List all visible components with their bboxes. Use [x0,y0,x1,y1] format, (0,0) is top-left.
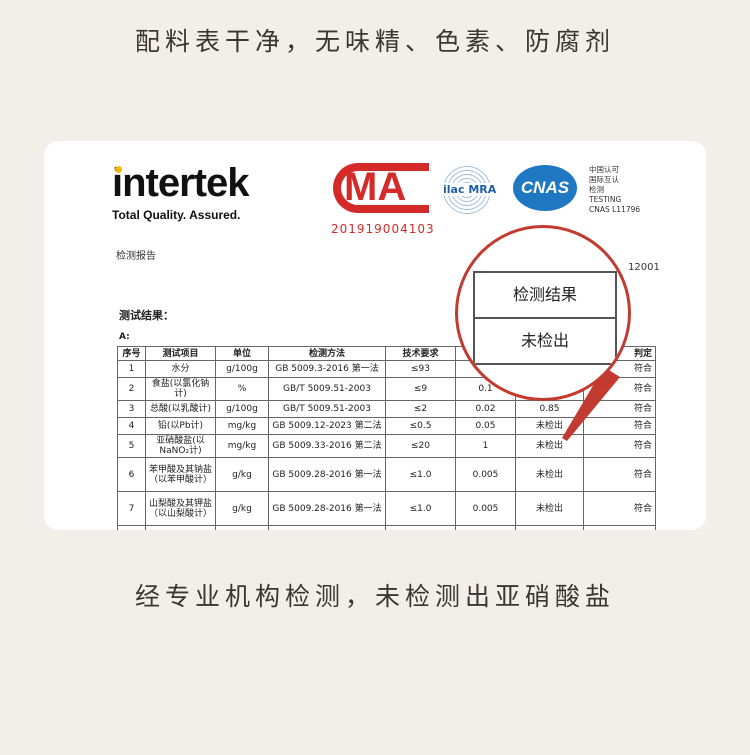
cnas-info-line: CNAS L11796 [589,205,641,214]
table-cell: 苯甲酸及其钠盐（以苯甲酸计） [145,457,216,492]
table-cell: 山梨酸及其钾盐（以山梨酸计） [145,491,216,526]
cma-number: 201919004103 [331,222,435,236]
section-label: A: [119,332,130,342]
logo-tagline: Total Quality. Assured. [112,208,241,222]
headline-caption: 配料表干净，无味精、色素、防腐剂 [134,27,615,56]
magnified-header: 检测结果 [475,273,615,319]
magnified-value: 未检出 [520,331,569,350]
table-cell: 符合 [583,457,656,492]
table-row: 4 铅(以Pb计) mg/kg GB 5009.12-2023 第二法 ≤0.5 0.05… [117,417,656,435]
table-cell: GB 5009.28-2016 第一法 [268,491,386,526]
pointer-arrow-icon [562,367,620,441]
table-cell: ≤20 [385,434,456,458]
table-cell: 未检出 [515,457,584,492]
cnas-info-line: 检测 [589,185,604,194]
cnas-logo-icon [513,165,577,211]
table-cell: 0.005 [455,457,516,492]
table-cell: 0.1 [455,377,516,401]
table-row [117,525,656,530]
report-number: 12001 [628,262,660,273]
table-cell: 2 [117,377,146,401]
results-title: 测试结果： [119,309,174,322]
table-row: 6 苯甲酸及其钠盐（以苯甲酸计） g/kg GB 5009.28-2016 第一法 ≤1… [117,457,656,492]
cnas-info: 中国认可 国际互认 检测 TESTING CNAS L11796 [589,165,640,215]
result-caption: 经专业机构检测，未检测出亚硝酸盐 [134,582,615,611]
table-cell: 1 [455,434,516,458]
magnifier-circle: 检测结果 未检出 [455,225,631,401]
cnas-info-line: 国际互认 [589,175,619,184]
table-row: 5 亚硝酸盐(以NaNO₂计) mg/kg GB 5009.33-2016 第二法 ≤2… [117,434,656,458]
cnas-text: CNAS [520,178,570,197]
table-cell: mg/kg [215,434,269,458]
table-cell: g/kg [215,491,269,526]
cnas-info-line: 中国认可 [589,165,619,174]
table-row: 7 山梨酸及其钾盐（以山梨酸计） g/kg GB 5009.28-2016 第一法 ≤1… [117,491,656,526]
ilac-text: ilac MRA [443,183,497,196]
cnas-info-line: TESTING [589,195,622,204]
table-cell: 符合 [583,491,656,526]
report-label: 检测报告 [116,251,156,262]
cma-text: MA [344,165,407,209]
cma-emblem-icon [333,163,429,213]
magnified-cell: 检测结果 未检出 [473,271,617,365]
intertek-logo: intertek [112,161,249,205]
table-cell: 符合 [583,417,656,435]
test-report-card: intertek Total Quality. Assured. MA 2019… [44,141,706,530]
table-cell: GB/T 5009.51-2003 [268,377,386,401]
table-cell [583,525,656,530]
logo-dot-icon [115,166,122,173]
table-cell: % [215,377,269,401]
table-cell: ≤1.0 [385,491,456,526]
